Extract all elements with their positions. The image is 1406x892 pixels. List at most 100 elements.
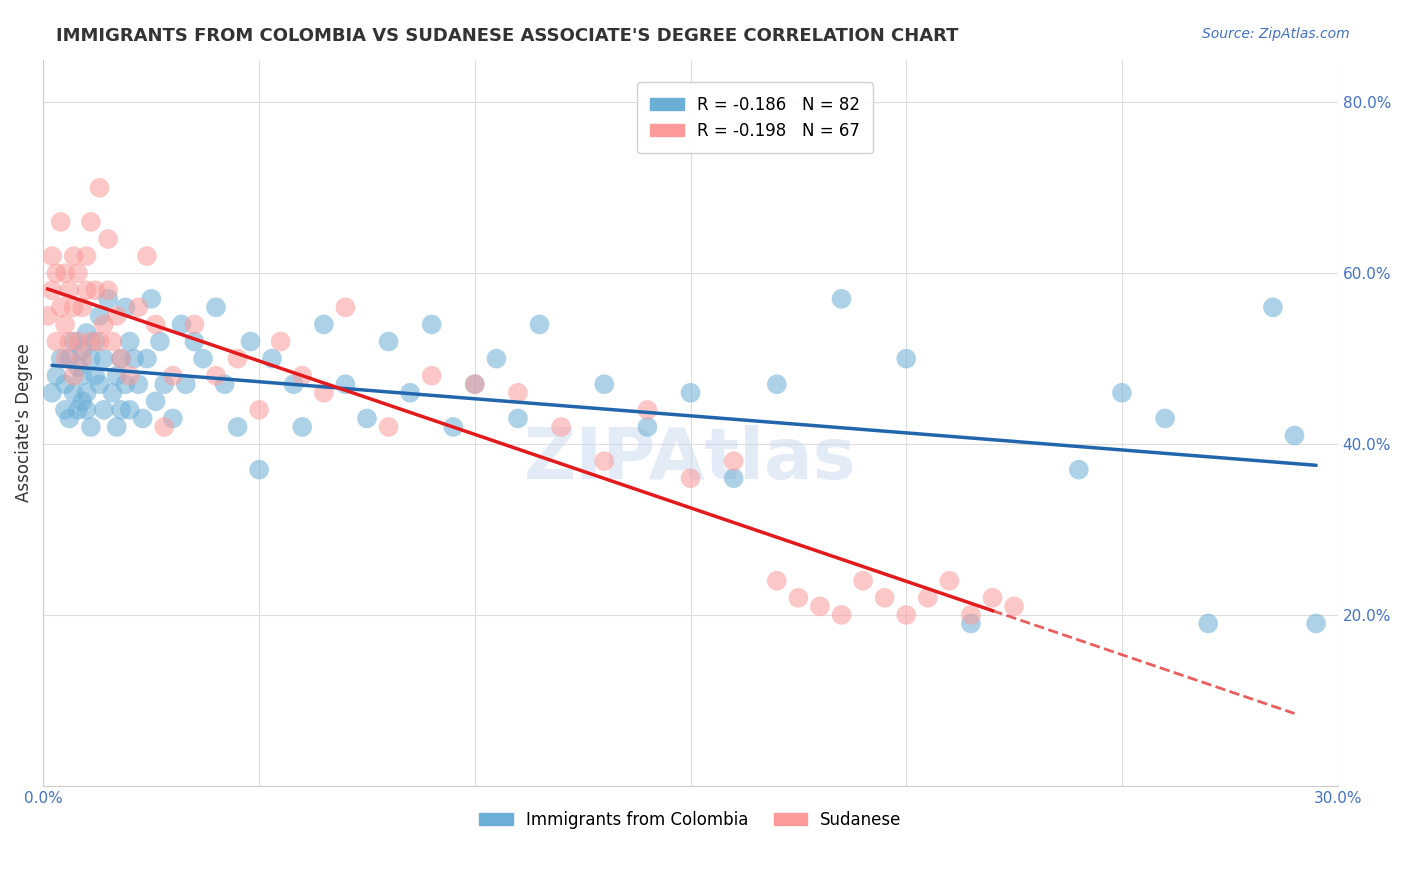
Immigrants from Colombia bbox=[93, 351, 115, 366]
Sudanese bbox=[593, 454, 616, 468]
Sudanese bbox=[45, 266, 67, 280]
Sudanese bbox=[127, 301, 149, 315]
Immigrants from Colombia bbox=[1111, 385, 1133, 400]
Sudanese bbox=[226, 351, 249, 366]
Immigrants from Colombia bbox=[58, 411, 80, 425]
Text: IMMIGRANTS FROM COLOMBIA VS SUDANESE ASSOCIATE'S DEGREE CORRELATION CHART: IMMIGRANTS FROM COLOMBIA VS SUDANESE ASS… bbox=[56, 27, 959, 45]
Sudanese bbox=[136, 249, 159, 263]
Immigrants from Colombia bbox=[76, 385, 98, 400]
Sudanese bbox=[93, 318, 115, 332]
Immigrants from Colombia bbox=[377, 334, 399, 349]
Sudanese bbox=[153, 420, 176, 434]
Immigrants from Colombia bbox=[97, 292, 120, 306]
Immigrants from Colombia bbox=[70, 368, 93, 383]
Immigrants from Colombia bbox=[89, 309, 111, 323]
Immigrants from Colombia bbox=[291, 420, 314, 434]
Sudanese bbox=[377, 420, 399, 434]
Sudanese bbox=[76, 283, 98, 297]
Sudanese bbox=[291, 368, 314, 383]
Sudanese bbox=[270, 334, 292, 349]
Immigrants from Colombia bbox=[141, 292, 163, 306]
Sudanese bbox=[70, 301, 93, 315]
Immigrants from Colombia bbox=[84, 368, 107, 383]
Immigrants from Colombia bbox=[145, 394, 167, 409]
Sudanese bbox=[335, 301, 357, 315]
Immigrants from Colombia bbox=[66, 360, 89, 375]
Immigrants from Colombia bbox=[58, 351, 80, 366]
Immigrants from Colombia bbox=[529, 318, 551, 332]
Immigrants from Colombia bbox=[723, 471, 745, 485]
Legend: Immigrants from Colombia, Sudanese: Immigrants from Colombia, Sudanese bbox=[472, 805, 908, 836]
Immigrants from Colombia bbox=[114, 301, 136, 315]
Sudanese bbox=[723, 454, 745, 468]
Immigrants from Colombia bbox=[485, 351, 508, 366]
Immigrants from Colombia bbox=[214, 377, 236, 392]
Sudanese bbox=[110, 351, 132, 366]
Sudanese bbox=[312, 385, 335, 400]
Sudanese bbox=[80, 334, 103, 349]
Sudanese bbox=[53, 266, 76, 280]
Immigrants from Colombia bbox=[420, 318, 443, 332]
Sudanese bbox=[938, 574, 960, 588]
Sudanese bbox=[145, 318, 167, 332]
Immigrants from Colombia bbox=[283, 377, 305, 392]
Immigrants from Colombia bbox=[1154, 411, 1177, 425]
Immigrants from Colombia bbox=[506, 411, 529, 425]
Immigrants from Colombia bbox=[105, 368, 128, 383]
Sudanese bbox=[1002, 599, 1025, 614]
Immigrants from Colombia bbox=[183, 334, 205, 349]
Immigrants from Colombia bbox=[464, 377, 486, 392]
Sudanese bbox=[101, 334, 124, 349]
Sudanese bbox=[808, 599, 831, 614]
Sudanese bbox=[53, 318, 76, 332]
Immigrants from Colombia bbox=[1261, 301, 1284, 315]
Immigrants from Colombia bbox=[896, 351, 918, 366]
Sudanese bbox=[247, 403, 270, 417]
Text: ZIPAtlas: ZIPAtlas bbox=[524, 425, 856, 493]
Immigrants from Colombia bbox=[110, 351, 132, 366]
Immigrants from Colombia bbox=[80, 351, 103, 366]
Immigrants from Colombia bbox=[1197, 616, 1219, 631]
Immigrants from Colombia bbox=[262, 351, 284, 366]
Immigrants from Colombia bbox=[70, 394, 93, 409]
Immigrants from Colombia bbox=[53, 403, 76, 417]
Immigrants from Colombia bbox=[191, 351, 214, 366]
Sudanese bbox=[550, 420, 572, 434]
Immigrants from Colombia bbox=[41, 385, 63, 400]
Immigrants from Colombia bbox=[239, 334, 262, 349]
Sudanese bbox=[62, 368, 84, 383]
Immigrants from Colombia bbox=[70, 343, 93, 357]
Immigrants from Colombia bbox=[84, 334, 107, 349]
Immigrants from Colombia bbox=[1067, 463, 1090, 477]
Sudanese bbox=[89, 334, 111, 349]
Immigrants from Colombia bbox=[153, 377, 176, 392]
Immigrants from Colombia bbox=[960, 616, 983, 631]
Sudanese bbox=[118, 368, 141, 383]
Sudanese bbox=[41, 249, 63, 263]
Sudanese bbox=[97, 232, 120, 246]
Sudanese bbox=[917, 591, 939, 605]
Immigrants from Colombia bbox=[131, 411, 153, 425]
Sudanese bbox=[183, 318, 205, 332]
Sudanese bbox=[49, 301, 72, 315]
Sudanese bbox=[80, 215, 103, 229]
Immigrants from Colombia bbox=[101, 385, 124, 400]
Sudanese bbox=[679, 471, 702, 485]
Sudanese bbox=[41, 283, 63, 297]
Text: Source: ZipAtlas.com: Source: ZipAtlas.com bbox=[1202, 27, 1350, 41]
Sudanese bbox=[84, 283, 107, 297]
Immigrants from Colombia bbox=[593, 377, 616, 392]
Y-axis label: Associate's Degree: Associate's Degree bbox=[15, 343, 32, 502]
Immigrants from Colombia bbox=[45, 368, 67, 383]
Immigrants from Colombia bbox=[118, 334, 141, 349]
Sudanese bbox=[981, 591, 1004, 605]
Sudanese bbox=[76, 249, 98, 263]
Sudanese bbox=[62, 301, 84, 315]
Immigrants from Colombia bbox=[205, 301, 228, 315]
Sudanese bbox=[506, 385, 529, 400]
Sudanese bbox=[62, 249, 84, 263]
Sudanese bbox=[66, 334, 89, 349]
Immigrants from Colombia bbox=[226, 420, 249, 434]
Immigrants from Colombia bbox=[76, 403, 98, 417]
Sudanese bbox=[70, 351, 93, 366]
